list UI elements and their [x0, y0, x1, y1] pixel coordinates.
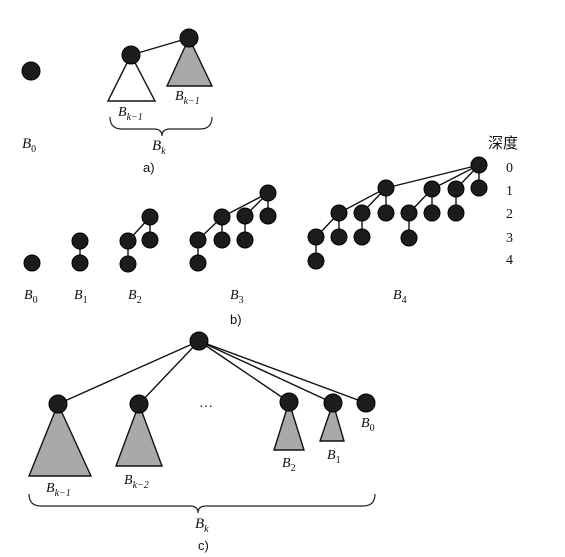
tree-node [190, 232, 206, 248]
tree-node [378, 205, 394, 221]
tree-b3 [190, 185, 276, 271]
tree-node [120, 233, 136, 249]
tree-node [331, 205, 347, 221]
root-edge [58, 341, 199, 404]
b0-node [22, 62, 40, 80]
subtree-bk-1-triangle [29, 404, 91, 476]
tree-node [260, 185, 276, 201]
root-edge [139, 341, 199, 404]
subtree-b0-label: B0 [361, 416, 375, 434]
part-b: 深度 0 1 2 3 4 B0 B1 B2 [24, 135, 518, 327]
caption-a: a) [143, 160, 155, 175]
tree-node [424, 181, 440, 197]
tree-node [448, 181, 464, 197]
tree-node [190, 255, 206, 271]
tree-b4 [308, 157, 487, 269]
depth-3: 3 [506, 231, 513, 246]
ellipsis: ··· [199, 400, 213, 415]
tree-b1-label: B1 [74, 288, 88, 306]
tree-b2 [120, 209, 158, 272]
tree-b0 [24, 255, 40, 271]
caption-b: b) [230, 312, 242, 327]
tree-node [237, 232, 253, 248]
tree-node [142, 232, 158, 248]
b0-label: B0 [22, 136, 36, 155]
left-subtree-label: Bk−1 [118, 105, 143, 123]
tree-node [331, 229, 347, 245]
tree-node [471, 180, 487, 196]
subtree-root-node [280, 393, 298, 411]
subtree-root-node [324, 394, 342, 412]
depth-2: 2 [506, 207, 513, 222]
tree-node [471, 157, 487, 173]
depth-0: 0 [506, 161, 513, 176]
subtree-b1-label: B1 [327, 448, 341, 466]
tree-node [401, 230, 417, 246]
left-subtree-root-node [122, 46, 140, 64]
tree-node [308, 253, 324, 269]
tree-node [214, 232, 230, 248]
root-edge [199, 341, 289, 402]
part-c: ··· Bk−1 Bk−2 B2 B1 B0 Bk c) [29, 332, 375, 553]
tree-node [308, 229, 324, 245]
bk-label: Bk [195, 516, 209, 535]
depth-header: 深度 [488, 135, 518, 152]
tree-node [448, 205, 464, 221]
tree-node [24, 255, 40, 271]
tree-b0-label: B0 [24, 288, 38, 306]
tree-node [401, 205, 417, 221]
tree-node [72, 255, 88, 271]
tree-node [260, 208, 276, 224]
bk-brace [29, 494, 375, 513]
subtree-bk-1-label: Bk−1 [46, 481, 71, 499]
depth-1: 1 [506, 184, 513, 199]
bk-root-node [190, 332, 208, 350]
tree-node [72, 233, 88, 249]
tree-node [142, 209, 158, 225]
tree-node [424, 205, 440, 221]
tree-b1 [72, 233, 88, 271]
tree-node [354, 229, 370, 245]
caption-c: c) [198, 538, 209, 553]
tree-node [214, 209, 230, 225]
root-edge [199, 341, 366, 403]
bk-root-node [180, 29, 198, 47]
part-a: B0 Bk−1 Bk−1 Bk a) [22, 29, 212, 175]
subtree-root-node [130, 395, 148, 413]
subtree-b2-label: B2 [282, 456, 296, 474]
tree-node [354, 205, 370, 221]
tree-node [237, 208, 253, 224]
tree-b4-label: B4 [393, 288, 407, 306]
b0-node [357, 394, 375, 412]
right-subtree-label: Bk−1 [175, 89, 200, 107]
subtree-bk-2-label: Bk−2 [124, 473, 149, 491]
tree-b3-label: B3 [230, 288, 244, 306]
root-edge [199, 341, 333, 403]
depth-4: 4 [506, 253, 513, 268]
tree-node [120, 256, 136, 272]
tree-node [378, 180, 394, 196]
bk-label: Bk [152, 138, 166, 157]
subtree-root-node [49, 395, 67, 413]
tree-b2-label: B2 [128, 288, 142, 306]
